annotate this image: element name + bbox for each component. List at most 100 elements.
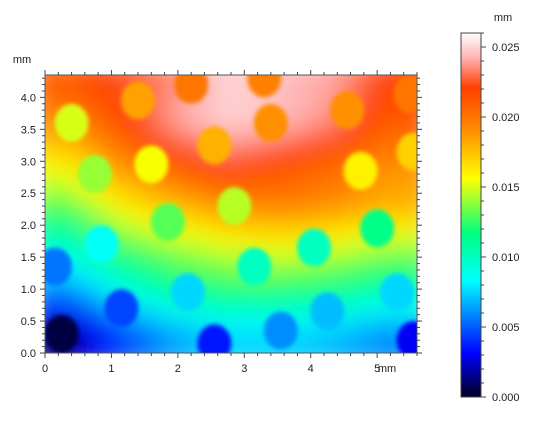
height-cell xyxy=(379,243,393,257)
height-cell xyxy=(156,352,170,353)
height-cell xyxy=(69,207,83,221)
height-cell xyxy=(205,75,220,76)
height-cell xyxy=(131,279,145,294)
height-cell xyxy=(230,292,244,306)
height-cell xyxy=(69,86,83,100)
height-cell xyxy=(255,292,269,306)
height-cell xyxy=(317,183,331,197)
height-cell xyxy=(304,75,319,76)
height-cell xyxy=(81,207,96,221)
height-cell xyxy=(354,195,368,209)
height-cell xyxy=(56,207,71,221)
dimple xyxy=(247,75,282,98)
height-cell xyxy=(255,207,269,221)
height-cell xyxy=(131,267,145,281)
height-cell xyxy=(118,159,133,173)
height-cell xyxy=(342,316,356,330)
height-cell xyxy=(45,159,58,173)
height-cell xyxy=(329,147,344,161)
height-cell xyxy=(168,316,182,330)
height-cell xyxy=(416,75,417,88)
height-cell xyxy=(230,122,244,136)
height-cell xyxy=(379,255,393,269)
height-cell xyxy=(45,292,58,306)
height-cell xyxy=(304,328,319,342)
height-cell xyxy=(131,243,145,257)
height-cell xyxy=(56,304,71,318)
height-cell xyxy=(280,292,294,306)
height-cell xyxy=(193,316,207,330)
height-cell xyxy=(366,292,381,306)
height-cell xyxy=(118,183,133,197)
height-cell xyxy=(205,110,220,124)
height-cell xyxy=(118,147,133,161)
height-cell xyxy=(56,147,71,161)
height-cell xyxy=(242,110,257,124)
height-cell xyxy=(94,316,108,330)
height-cell xyxy=(404,75,417,76)
height-cell xyxy=(218,243,232,257)
height-cell xyxy=(267,171,282,185)
dimple xyxy=(104,289,139,328)
dimple xyxy=(380,273,415,312)
height-cell xyxy=(218,292,232,306)
height-cell xyxy=(106,328,120,342)
dimple xyxy=(396,132,417,171)
height-cell xyxy=(292,75,306,88)
colorbar-tick-label: 0.005 xyxy=(492,322,520,334)
dimple xyxy=(396,321,417,353)
height-cell xyxy=(366,304,381,318)
height-cell xyxy=(280,243,294,257)
height-cell xyxy=(329,159,344,173)
height-cell xyxy=(404,183,417,197)
height-cell xyxy=(354,292,368,306)
colorbar-tick-label: 0.015 xyxy=(492,182,520,194)
colorbar-tick-label: 0.000 xyxy=(492,392,520,404)
height-cell xyxy=(391,75,406,76)
height-cell xyxy=(317,195,331,209)
height-cell xyxy=(255,147,269,161)
height-cell xyxy=(94,98,108,112)
height-cell xyxy=(255,304,269,318)
height-cell xyxy=(304,75,319,88)
height-cell xyxy=(218,255,232,269)
height-cell xyxy=(230,159,244,173)
height-cell xyxy=(143,279,158,294)
height-cell xyxy=(118,340,133,353)
height-cell xyxy=(118,75,133,76)
x-tick-label: 3 xyxy=(241,363,247,375)
height-cell xyxy=(45,231,58,245)
height-cell xyxy=(342,243,356,257)
height-cell xyxy=(317,110,331,124)
height-cell xyxy=(143,292,158,306)
height-cell xyxy=(242,304,257,318)
height-cell xyxy=(317,328,331,342)
height-cell xyxy=(106,110,120,124)
height-cell xyxy=(218,98,232,112)
x-axis: 0 1 2 3 4 5 xyxy=(42,70,418,375)
height-cell xyxy=(218,352,232,353)
height-cell xyxy=(304,98,319,112)
dimple xyxy=(45,314,79,353)
height-cell xyxy=(404,219,417,233)
height-cell xyxy=(342,340,356,353)
height-cell xyxy=(280,159,294,173)
height-cell xyxy=(304,267,319,281)
height-cell xyxy=(205,195,220,209)
height-cell xyxy=(317,147,331,161)
height-cell xyxy=(45,75,58,76)
height-cell xyxy=(255,195,269,209)
height-cell xyxy=(218,279,232,294)
height-cell xyxy=(193,110,207,124)
height-cell xyxy=(329,279,344,294)
height-cell xyxy=(329,171,344,185)
height-cell xyxy=(292,292,306,306)
height-cell xyxy=(143,340,158,353)
height-cell xyxy=(180,147,195,161)
height-cell xyxy=(354,255,368,269)
height-cell xyxy=(106,340,120,353)
height-cell xyxy=(168,183,182,197)
height-cell xyxy=(45,110,58,124)
dimple xyxy=(54,103,89,142)
height-cell xyxy=(366,134,381,149)
